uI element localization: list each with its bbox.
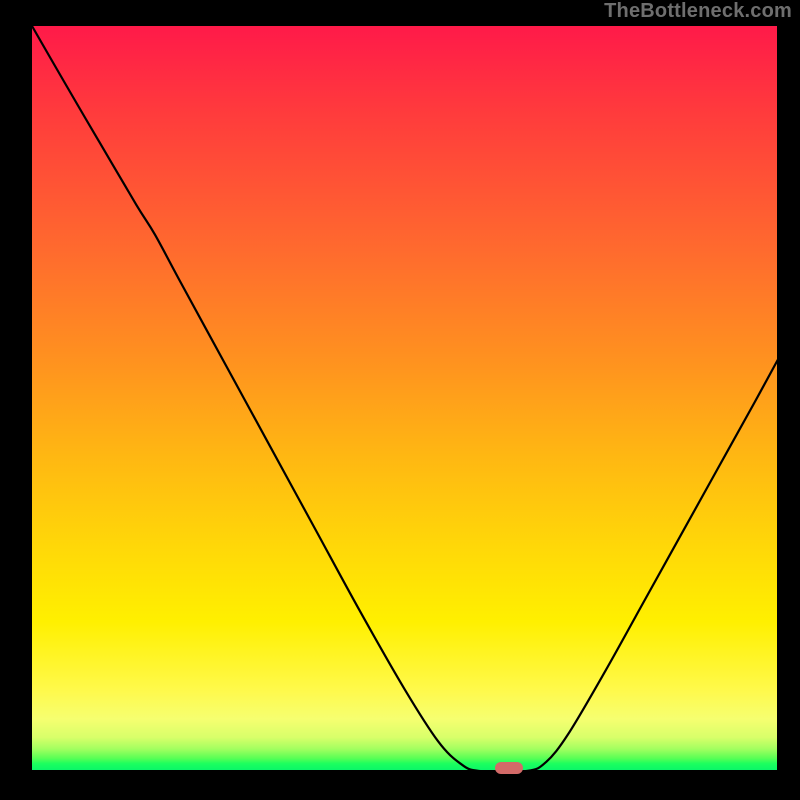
- figure: TheBottleneck.com: [0, 0, 800, 800]
- bottleneck-curve: [32, 26, 779, 772]
- valley-marker: [495, 762, 523, 774]
- plot-area: [32, 26, 777, 771]
- chart-svg: [32, 26, 777, 771]
- watermark-text: TheBottleneck.com: [604, 0, 792, 23]
- baseline: [32, 770, 777, 771]
